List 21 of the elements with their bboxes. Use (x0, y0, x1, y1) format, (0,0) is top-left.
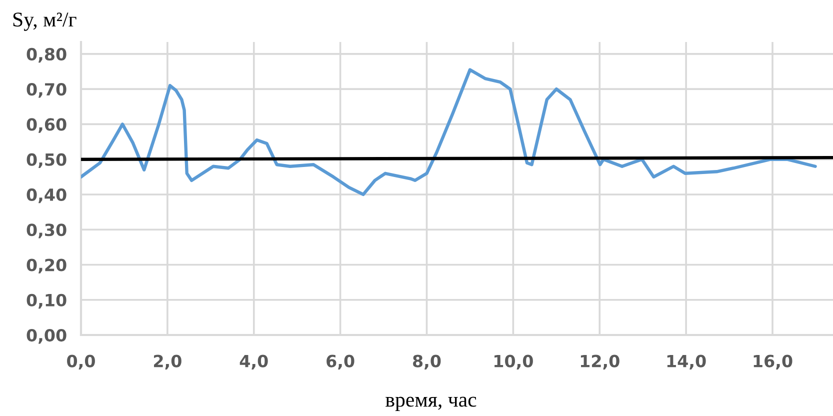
x-tick-label: 4,0 (240, 354, 268, 370)
y-tick-label: 0,70 (26, 83, 66, 98)
y-tick-label: 0,00 (26, 328, 66, 344)
y-tick-label: 0,80 (26, 48, 66, 63)
x-tick-label: 2,0 (154, 354, 182, 370)
x-tick-label: 16,0 (754, 354, 792, 370)
y-tick-label: 0,20 (26, 258, 66, 274)
x-tick-label: 12,0 (580, 354, 620, 370)
y-tick-label: 0,60 (26, 118, 66, 133)
y-tick-label: 0,10 (26, 294, 66, 309)
x-tick-label: 0,0 (67, 354, 95, 370)
x-tick-label: 14,0 (667, 354, 706, 370)
line-series (81, 68, 817, 196)
x-axis-title: время, час (386, 396, 476, 412)
x-tick-label: 10,0 (494, 354, 533, 370)
y-tick-label: 0,50 (26, 153, 66, 168)
x-tick-label: 6,0 (326, 354, 354, 370)
y-tick-label: 0,40 (26, 188, 66, 204)
y-axis-title: Sy, м²/г (13, 12, 76, 31)
x-tick-label: 8,0 (413, 354, 441, 370)
y-tick-label: 0,30 (26, 224, 66, 238)
